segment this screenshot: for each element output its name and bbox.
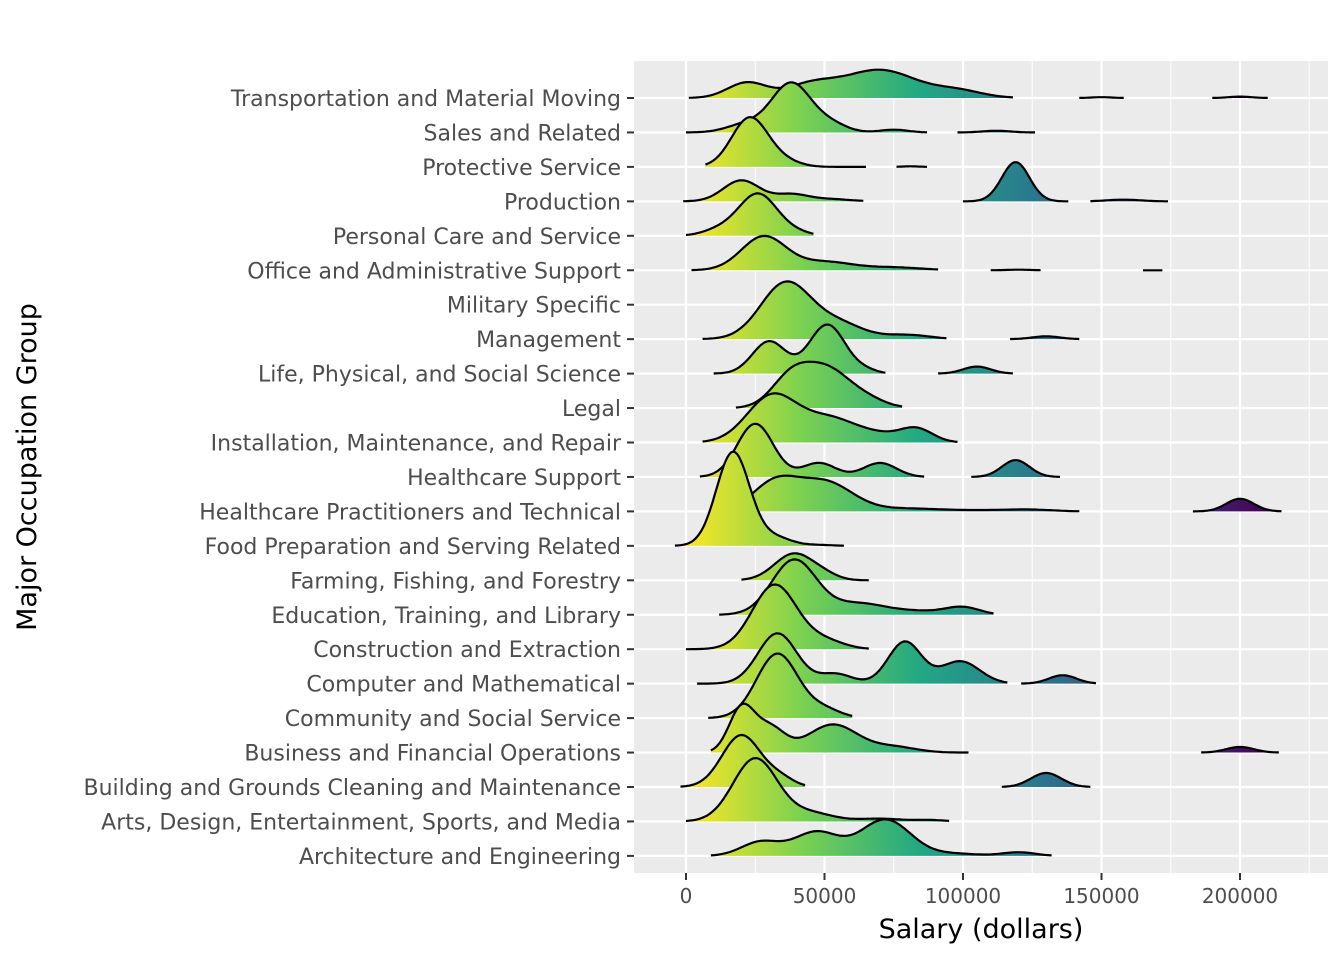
- ridge-outline: [1001, 771, 1091, 788]
- ridge-fill: [674, 451, 844, 546]
- ridge-outline: [710, 702, 969, 754]
- ridge-outline: [708, 652, 853, 719]
- x-tick-label: 200000: [1202, 884, 1278, 908]
- ridge-outline: [741, 552, 869, 582]
- ridge-fill: [699, 423, 925, 477]
- ridge-outline: [691, 234, 939, 272]
- ridge-fill: [688, 69, 1013, 98]
- ridge-fill: [1192, 498, 1282, 512]
- y-tick-label: Arts, Design, Entertainment, Sports, and…: [101, 810, 621, 835]
- x-tick-label: 150000: [1063, 884, 1139, 908]
- y-tick-label: Office and Administrative Support: [247, 259, 621, 284]
- x-axis-title: Salary (dollars): [879, 914, 1084, 945]
- y-tick-label: Construction and Extraction: [313, 638, 621, 663]
- y-tick-label: Healthcare Support: [407, 466, 621, 491]
- y-tick-label: Farming, Fishing, and Forestry: [290, 569, 621, 594]
- ridge-outline: [1020, 674, 1097, 685]
- ridge-fill: [686, 82, 927, 133]
- ridge-outline: [688, 68, 1013, 99]
- ridge-fill: [705, 117, 866, 167]
- y-tick-label: Sales and Related: [424, 121, 621, 146]
- ridge-outline: [963, 161, 1069, 203]
- y-tick-label: Life, Physical, and Social Science: [258, 363, 621, 388]
- ridge-outline: [699, 422, 925, 478]
- ridges: [674, 68, 1282, 857]
- y-tick-label: Protective Service: [422, 156, 621, 181]
- y-tick-label: Personal Care and Service: [333, 225, 621, 250]
- ridge-outline: [1090, 198, 1169, 203]
- ridge-outline: [1078, 96, 1125, 99]
- y-tick-label: Building and Grounds Cleaning and Mainte…: [83, 776, 621, 801]
- y-tick-label: Production: [504, 190, 621, 215]
- y-tick-label: Installation, Maintenance, and Repair: [211, 432, 622, 457]
- y-tick-label: Architecture and Engineering: [299, 845, 621, 870]
- y-axis: Transportation and Material Moving Sales …: [83, 87, 634, 870]
- y-tick-label: Business and Financial Operations: [244, 742, 621, 767]
- ridge-fill: [963, 162, 1069, 202]
- y-tick-label: Food Preparation and Serving Related: [205, 535, 621, 560]
- ridge-outline: [746, 474, 1080, 513]
- y-tick-label: Management: [476, 328, 621, 353]
- ridge-outline: [702, 392, 958, 443]
- ridge-outline: [710, 818, 1052, 857]
- ridge-fill: [1001, 773, 1091, 787]
- x-tick-label: 0: [680, 884, 693, 908]
- y-tick-label: Military Specific: [447, 294, 621, 319]
- ridge-fill: [702, 393, 958, 443]
- y-tick-label: Legal: [562, 397, 621, 422]
- ridge-fill: [686, 584, 869, 650]
- ridge-fill: [686, 758, 950, 822]
- y-axis-title: Major Occupation Group: [12, 303, 43, 631]
- ridge-outline: [686, 81, 928, 134]
- ridge-outline: [1211, 95, 1269, 99]
- ridge-outline: [683, 179, 864, 203]
- ridge-fill: [686, 193, 814, 236]
- y-tick-label: Transportation and Material Moving: [230, 87, 621, 112]
- ridge-outline: [674, 450, 844, 547]
- y-tick-label: Community and Social Service: [285, 707, 621, 732]
- ridge-outline: [937, 365, 1014, 375]
- ridge-outline: [1192, 497, 1282, 513]
- x-tick-label: 100000: [925, 884, 1001, 908]
- ridge-outline: [697, 632, 1008, 685]
- ridge-outline: [957, 129, 1036, 134]
- ridge-fill: [713, 324, 886, 374]
- ridge-outline: [1201, 745, 1279, 754]
- ridge-outline: [705, 116, 866, 168]
- ridge-outline: [685, 192, 814, 237]
- x-tick-label: 50000: [793, 884, 857, 908]
- ridge-outline: [685, 757, 950, 823]
- y-tick-label: Healthcare Practitioners and Technical: [199, 500, 621, 525]
- x-axis: 0 50000 100000 150000 200000: [680, 873, 1278, 908]
- y-tick-label: Computer and Mathematical: [306, 673, 621, 698]
- ridge-outline: [686, 583, 869, 651]
- ridge-outline: [990, 268, 1042, 272]
- ridge-outline: [1009, 335, 1080, 341]
- ridge-fill: [710, 703, 969, 753]
- y-tick-label: Education, Training, and Library: [271, 604, 621, 629]
- ridge-fill: [691, 235, 939, 271]
- ridge-fill: [746, 475, 1080, 512]
- ridge-fill: [710, 819, 1052, 856]
- ridge-outline: [971, 459, 1061, 478]
- ridge-outline: [895, 165, 928, 168]
- ridge-outline: [680, 733, 806, 788]
- ridge-outline: [713, 323, 886, 375]
- ridge-outline: [702, 280, 947, 340]
